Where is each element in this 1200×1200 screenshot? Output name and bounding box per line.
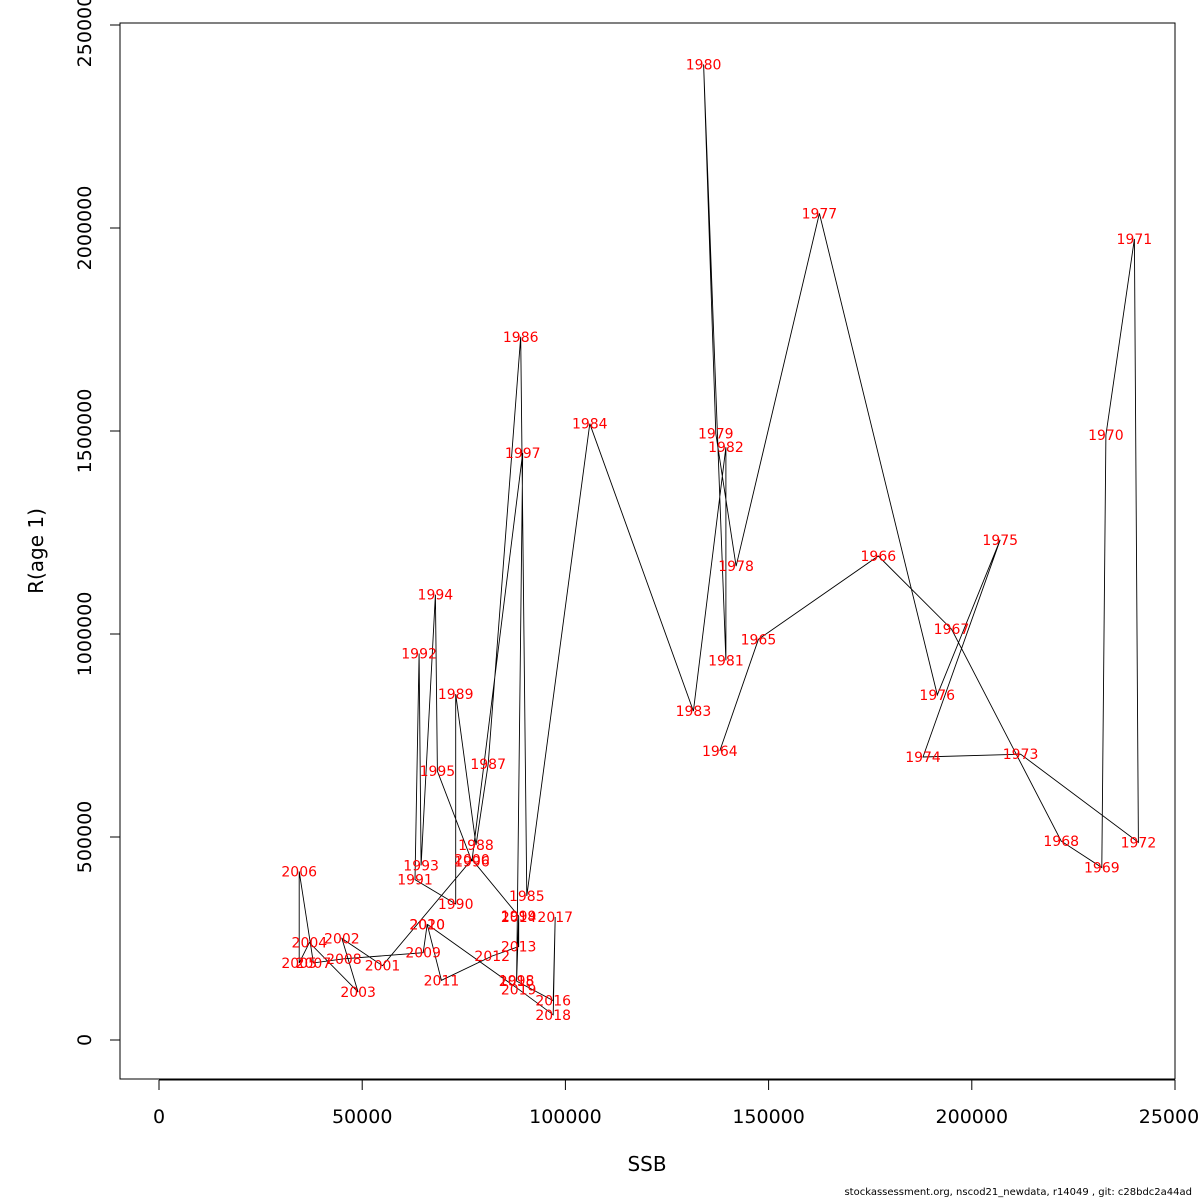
point-label-2014: 2014: [501, 910, 537, 926]
point-label-1994: 1994: [418, 588, 454, 604]
point-label-1993: 1993: [403, 858, 439, 874]
point-label-1996: 1996: [454, 854, 490, 870]
point-label-2010: 2010: [409, 917, 445, 933]
x-tick-label: 100000: [529, 1106, 602, 1128]
y-tick-label: 1000000: [74, 592, 96, 677]
x-tick-label: 200000: [936, 1106, 1009, 1128]
point-label-2016: 2016: [535, 994, 571, 1010]
point-label-2002: 2002: [324, 932, 360, 948]
point-label-1978: 1978: [718, 559, 754, 575]
series-line: [298, 64, 1139, 1016]
point-label-2004: 2004: [292, 936, 328, 952]
x-tick-label: 0: [153, 1106, 165, 1128]
point-label-1997: 1997: [505, 446, 541, 462]
point-label-1967: 1967: [934, 622, 970, 638]
point-label-1989: 1989: [438, 687, 474, 703]
point-label-1984: 1984: [572, 417, 608, 433]
point-label-1977: 1977: [802, 206, 838, 222]
y-tick-label: 2000000: [74, 186, 96, 271]
x-tick-label: 250000: [1139, 1106, 1200, 1128]
point-label-2015: 2015: [499, 974, 535, 990]
point-label-1981: 1981: [708, 653, 744, 669]
point-label-1980: 1980: [686, 57, 722, 73]
point-label-1975: 1975: [982, 533, 1018, 549]
x-axis: 0 50000 100000 150000 200000 250000: [153, 1079, 1200, 1128]
point-label-1968: 1968: [1043, 834, 1079, 850]
y-tick-label: 2500000: [74, 0, 96, 67]
point-label-2001: 2001: [365, 959, 401, 975]
point-label-1988: 1988: [458, 838, 494, 854]
point-label-1973: 1973: [1003, 747, 1039, 763]
y-tick-label: 1500000: [74, 389, 96, 474]
point-label-2017: 2017: [537, 910, 573, 926]
y-axis-title: R(age 1): [24, 508, 48, 594]
x-tick-label: 150000: [732, 1106, 805, 1128]
point-label-2007: 2007: [296, 956, 332, 972]
point-label-1983: 1983: [676, 704, 712, 720]
point-label-1992: 1992: [401, 646, 437, 662]
x-axis-title: SSB: [627, 1152, 666, 1176]
point-label-2000: 2000: [454, 852, 490, 868]
point-label-1995: 1995: [420, 764, 456, 780]
point-label-2013: 2013: [501, 940, 537, 956]
point-label-1999: 1999: [501, 909, 537, 925]
point-label-1991: 1991: [397, 873, 433, 889]
point-label-2009: 2009: [405, 946, 441, 962]
point-label-2019: 2019: [501, 982, 537, 998]
y-axis: 0 500000 1000000 1500000 2000000 2500000: [74, 0, 121, 1046]
point-label-1985: 1985: [509, 889, 545, 905]
series-path: [298, 64, 1139, 1016]
point-label-1990: 1990: [438, 897, 474, 913]
point-label-1970: 1970: [1088, 428, 1124, 444]
point-label-1966: 1966: [861, 549, 897, 565]
point-label-1987: 1987: [470, 757, 506, 773]
point-label-1964: 1964: [702, 744, 738, 760]
x-tick-label: 50000: [332, 1106, 392, 1128]
footer-credit: stockassessment.org, nscod21_newdata, r1…: [844, 1187, 1192, 1198]
point-label-1974: 1974: [905, 750, 941, 766]
plot-frame: [119, 22, 1176, 1080]
point-label-1972: 1972: [1121, 835, 1157, 851]
point-label-1976: 1976: [919, 688, 955, 704]
point-label-1969: 1969: [1084, 860, 1120, 876]
point-label-1982: 1982: [708, 440, 744, 456]
point-label-2003: 2003: [340, 985, 376, 1001]
point-label-1971: 1971: [1117, 232, 1153, 248]
y-tick-label: 0: [74, 1034, 96, 1046]
point-label-2006: 2006: [281, 865, 317, 881]
point-label-2005: 2005: [281, 956, 317, 972]
point-label-2018: 2018: [535, 1008, 571, 1024]
point-label-1998: 1998: [499, 973, 535, 989]
point-labels: 1964 1965 1966 1967 1968 1969 1970 1971 1972 1973…: [281, 57, 1156, 1023]
point-label-2020: 2020: [409, 917, 445, 933]
y-tick-label: 500000: [74, 801, 96, 874]
point-label-2008: 2008: [326, 952, 362, 968]
point-label-2012: 2012: [474, 949, 510, 965]
point-label-1986: 1986: [503, 330, 539, 346]
point-label-1979: 1979: [698, 426, 734, 442]
point-label-1965: 1965: [741, 632, 777, 648]
point-label-2011: 2011: [424, 973, 460, 989]
